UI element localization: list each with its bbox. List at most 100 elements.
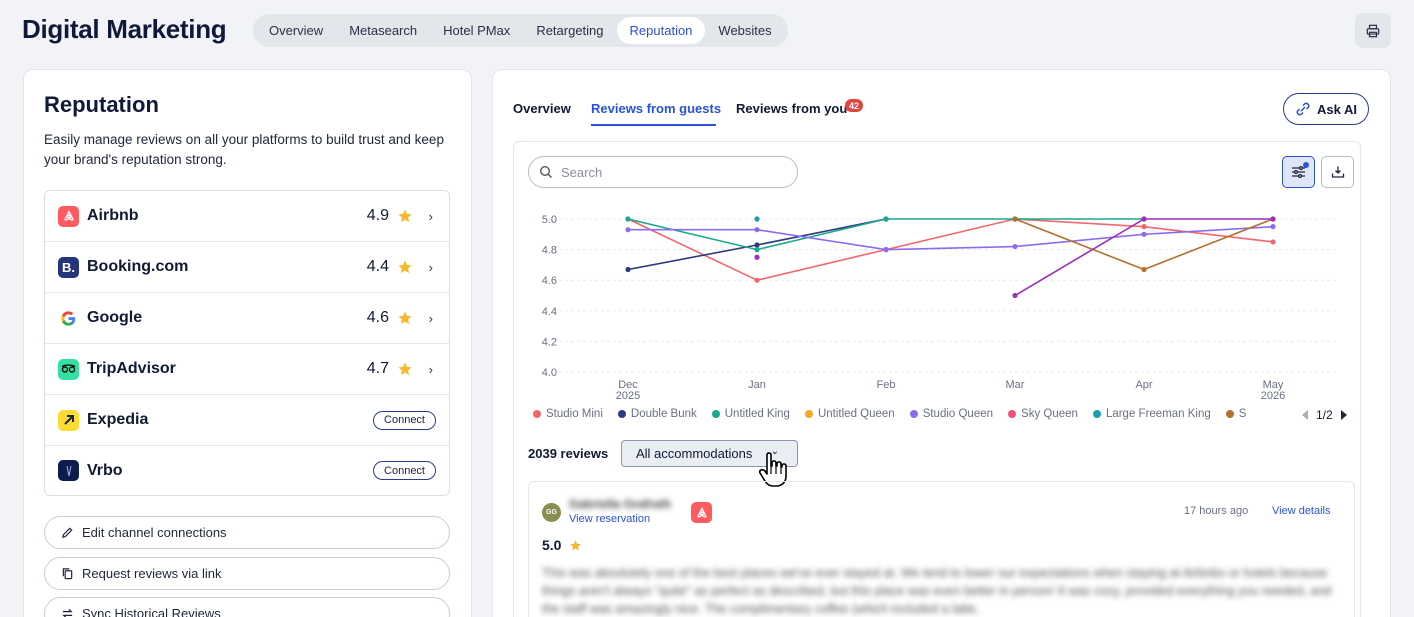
platform-name: Airbnb (87, 207, 139, 224)
airbnb-icon (58, 205, 79, 227)
subtab-reviews-from-guests[interactable]: Reviews from guests (591, 101, 722, 116)
tab-retargeting[interactable]: Retargeting (536, 23, 604, 38)
chevron-right-icon[interactable] (1339, 409, 1349, 421)
chevron-left-icon[interactable] (1300, 409, 1310, 421)
action-label: Edit channel connections (82, 525, 227, 540)
booking-icon: B. (58, 256, 79, 278)
connect-expedia-button[interactable]: Connect (373, 410, 436, 430)
view-reservation-link[interactable]: View reservation (569, 513, 651, 525)
data-point (754, 227, 760, 233)
y-tick-label: 5.0 (542, 214, 557, 226)
tab-overview[interactable]: Overview (269, 23, 324, 38)
review-text: This was absolutely one of the best plac… (542, 566, 1332, 616)
subtab-reviews-from-you[interactable]: Reviews from you (736, 101, 848, 116)
x-tick-label: 2026 (1261, 390, 1285, 402)
series-line (627, 218, 1274, 282)
x-tick-label: Feb (877, 379, 896, 391)
connect-vrbo-button[interactable]: Connect (373, 461, 436, 480)
chevron-right-icon: › (428, 259, 433, 275)
series-line (628, 225, 1274, 251)
reviewer-name: Gabriella Grafrath (569, 497, 672, 511)
series-line (1014, 218, 1273, 297)
sync-historical-reviews-button[interactable]: Sync Historical Reviews (44, 597, 450, 617)
review-card: GG Gabriella Grafrath View reservation 1… (528, 481, 1355, 617)
platform-row-booking[interactable]: B. Booking.com 4.4 › (45, 242, 449, 293)
platform-row-airbnb[interactable]: Airbnb 4.9 › (45, 191, 449, 242)
star-icon (398, 260, 412, 274)
series-line (627, 218, 1144, 251)
sync-icon (62, 608, 73, 617)
export-button[interactable] (1321, 156, 1354, 188)
legend-swatch (533, 410, 541, 418)
x-tick-label: Mar (1006, 379, 1025, 391)
legend-label: Studio Queen (922, 408, 994, 420)
ask-ai-label: Ask AI (1317, 101, 1357, 117)
y-tick-label: 4.4 (542, 306, 557, 318)
legend-label: S (1238, 408, 1247, 420)
platform-row-expedia: Expedia Connect (45, 395, 449, 446)
avatar: GG (542, 503, 561, 522)
legend-label: Untitled Queen (817, 408, 895, 420)
platform-rating: 4.9 (366, 207, 389, 224)
edit-channel-connections-button[interactable]: Edit channel connections (44, 516, 450, 549)
legend-item[interactable]: Untitled King (711, 408, 790, 420)
chevron-right-icon: › (428, 361, 433, 377)
filters-button[interactable] (1282, 156, 1315, 188)
tab-websites[interactable]: Websites (718, 23, 772, 38)
legend-swatch (1092, 410, 1101, 418)
platform-name: Google (87, 309, 143, 326)
app-title: Digital Marketing (22, 14, 227, 44)
platform-name: Vrbo (87, 461, 123, 479)
data-point (625, 216, 631, 222)
subtab-overview[interactable]: Overview (513, 101, 571, 116)
legend-item[interactable]: Studio Mini (533, 408, 603, 420)
reviews-panel: Overview Reviews from guests Reviews fro… (492, 69, 1391, 617)
print-button[interactable] (1355, 13, 1391, 48)
tab-metasearch[interactable]: Metasearch (349, 23, 418, 38)
legend-item[interactable]: Untitled Queen (804, 408, 895, 420)
y-tick-label: 4.8 (542, 245, 557, 257)
expedia-icon (58, 409, 79, 431)
tab-reputation[interactable]: Reputation (616, 17, 706, 44)
legend-swatch (711, 410, 720, 418)
action-label: Sync Historical Reviews (82, 606, 221, 617)
chart-legend: Studio Mini Double Bunk Untitled King Untit… (533, 408, 1271, 424)
reviews-count: 2039 reviews (528, 446, 609, 461)
legend-item[interactable]: Sky Queen (1008, 408, 1078, 420)
data-point (754, 216, 760, 222)
ask-ai-button[interactable]: Ask AI (1283, 93, 1369, 125)
platform-rating: 4.4 (366, 258, 389, 275)
legend-item[interactable]: Studio Queen (909, 408, 994, 420)
review-rating: 5.0 (542, 537, 582, 553)
legend-item[interactable]: Large Freeman King (1092, 408, 1211, 420)
data-point (1012, 216, 1018, 222)
legend-pager: 1/2 (1300, 408, 1349, 422)
platform-row-tripadvisor[interactable]: TripAdvisor 4.7 › (45, 344, 449, 395)
x-tick-label: Dec (618, 379, 638, 391)
data-point (625, 266, 631, 273)
tab-hotel-pmax[interactable]: Hotel PMax (443, 23, 511, 38)
airbnb-icon (691, 502, 712, 523)
request-reviews-button[interactable]: Request reviews via link (44, 557, 450, 590)
y-tick-label: 4.6 (542, 275, 557, 287)
data-point (1141, 216, 1147, 222)
legend-item[interactable]: S (1225, 408, 1247, 420)
tripadvisor-icon (58, 358, 79, 380)
sparkle-link-icon (1296, 102, 1310, 116)
search-icon (539, 165, 552, 178)
action-label: Request reviews via link (82, 566, 222, 581)
platform-list: Airbnb 4.9 › B. Booking.com 4.4 › Google… (44, 190, 450, 496)
platform-row-google[interactable]: Google 4.6 › (45, 293, 449, 344)
legend-item[interactable]: Double Bunk (617, 408, 697, 420)
search-input[interactable] (561, 164, 781, 180)
star-icon (398, 311, 412, 325)
data-point (1141, 224, 1147, 230)
platform-name: TripAdvisor (87, 360, 176, 377)
active-filter-dot (1303, 162, 1309, 168)
data-point (1012, 243, 1018, 250)
data-point (1141, 266, 1147, 273)
sliders-icon (1292, 165, 1305, 179)
data-point (883, 247, 889, 253)
view-details-link[interactable]: View details (1272, 505, 1331, 517)
